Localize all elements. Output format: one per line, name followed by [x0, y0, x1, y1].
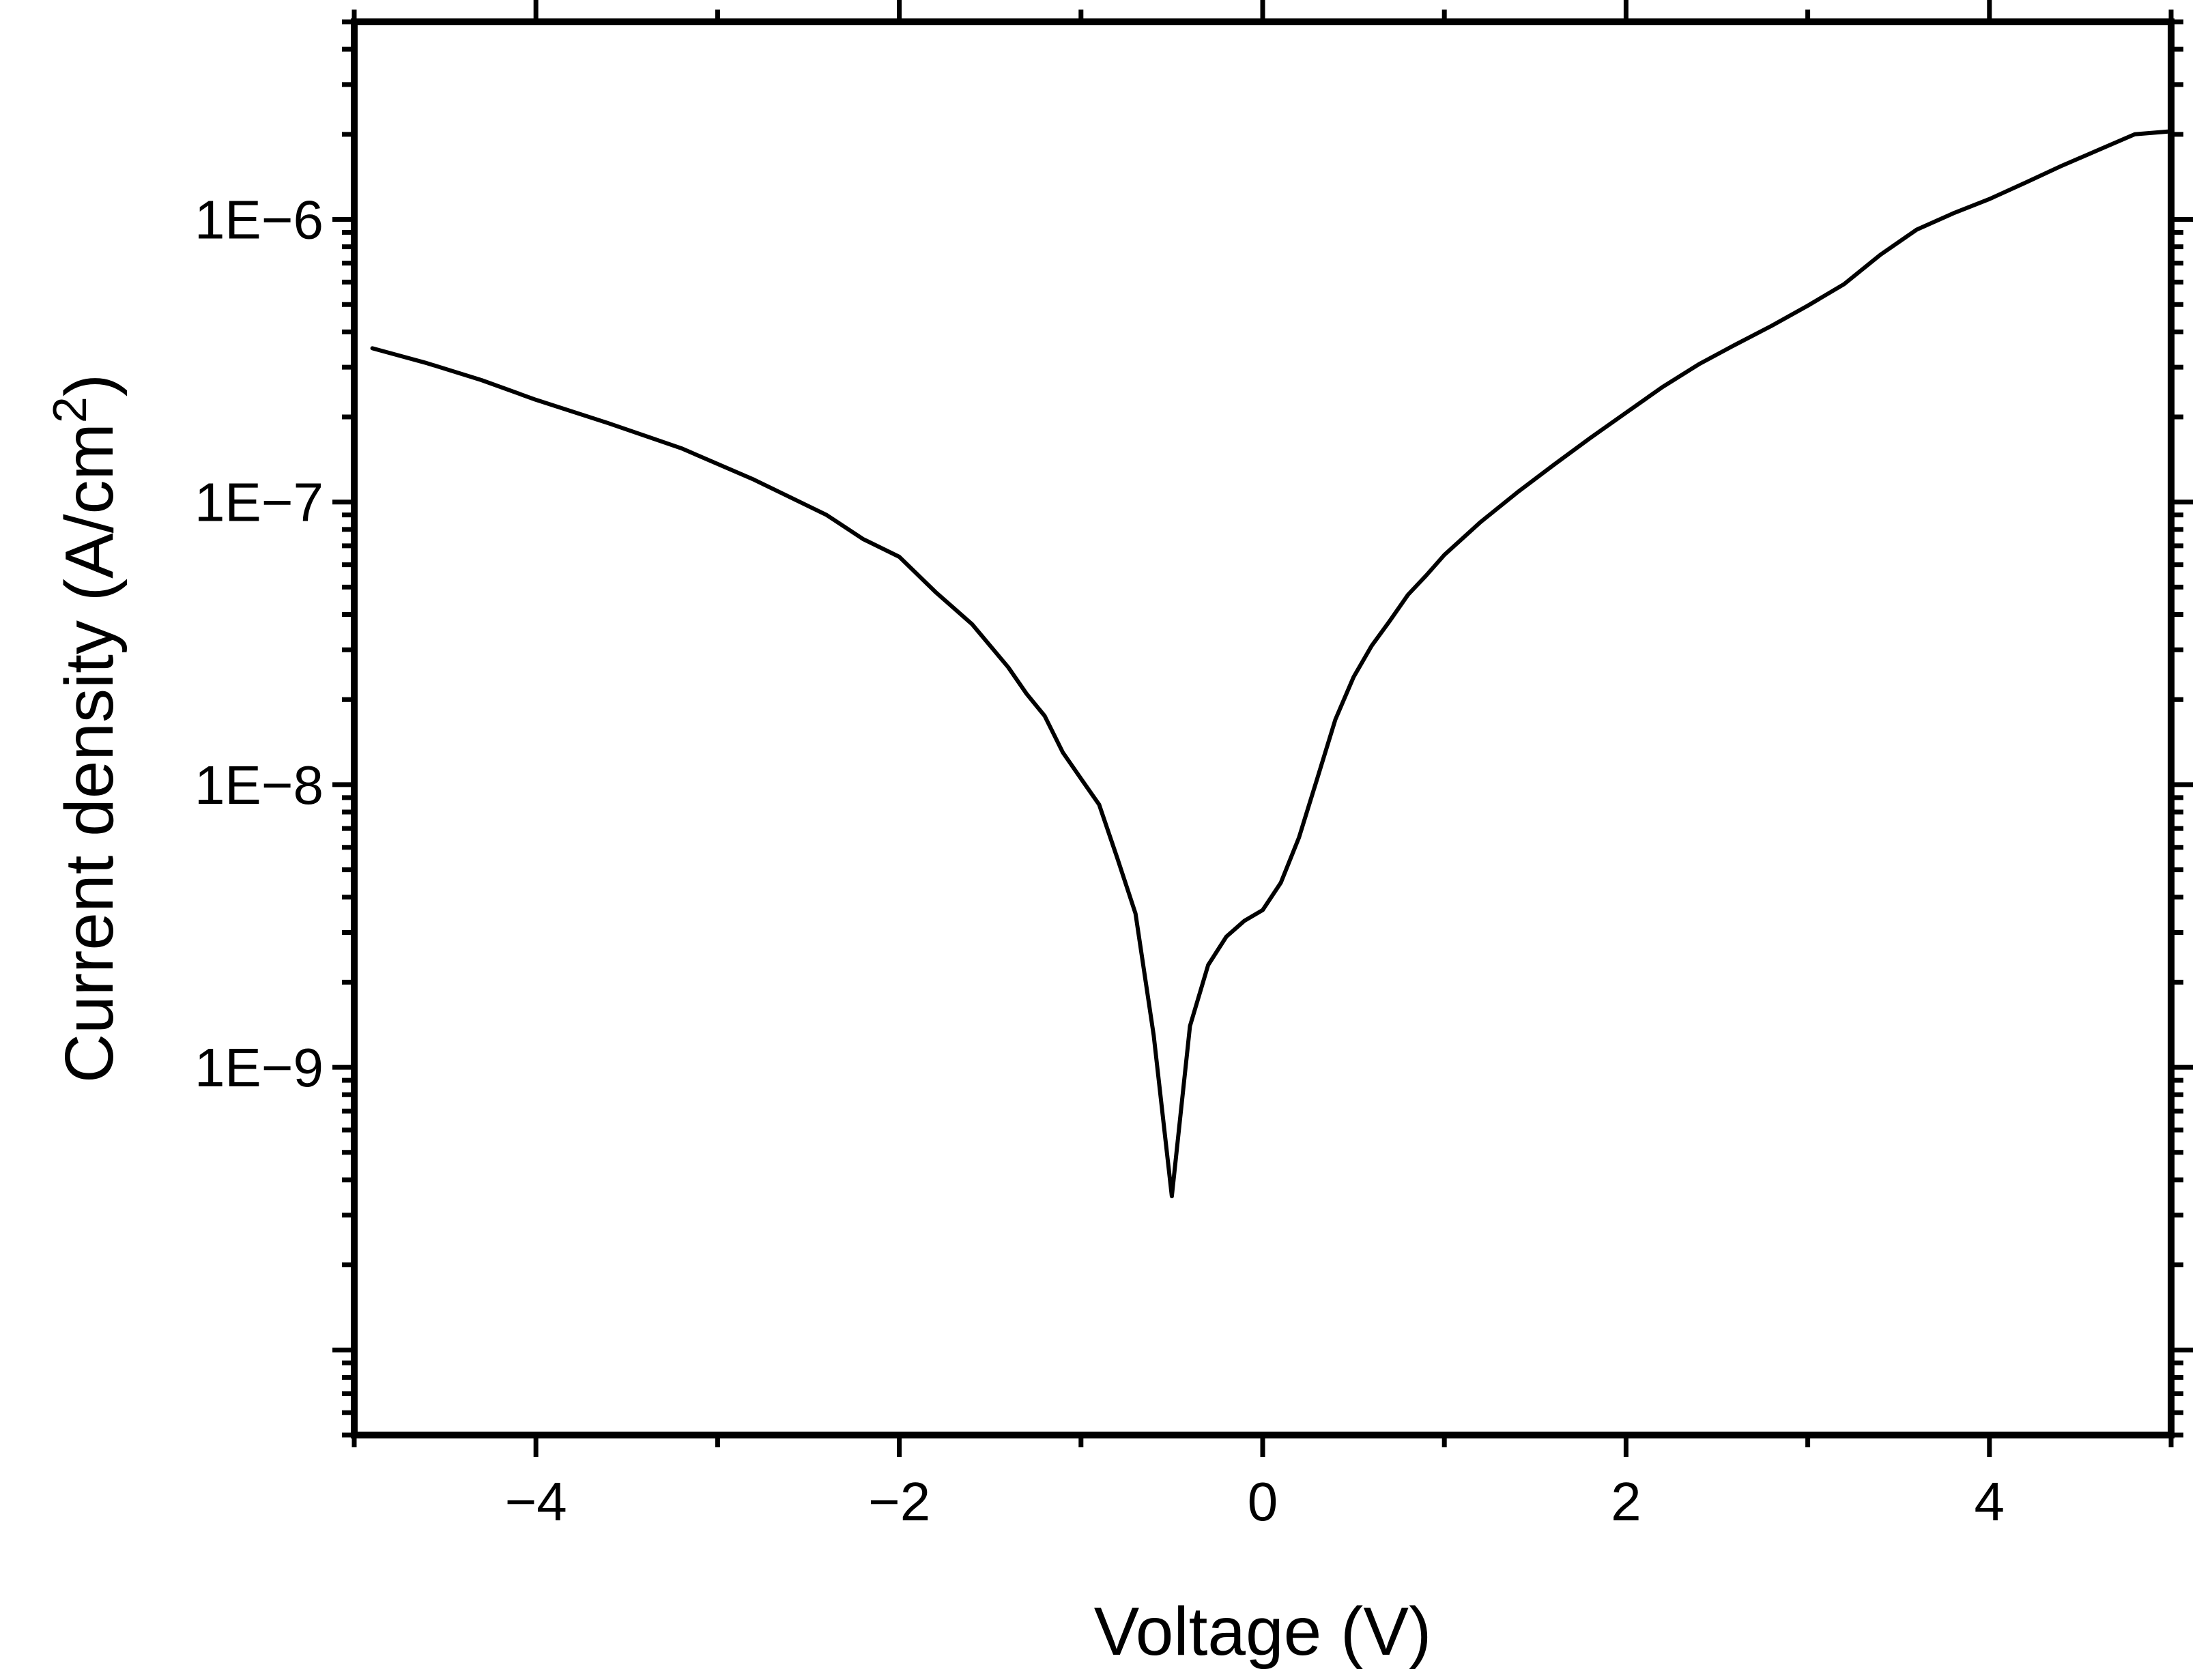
y-axis-label-superscript: 2 — [43, 396, 96, 423]
y-tick-label: 1E−7 — [195, 472, 324, 533]
x-axis-label: Voltage (V) — [1094, 1593, 1432, 1670]
y-axis-label-close: ) — [51, 374, 128, 396]
x-tick-label: 2 — [1611, 1471, 1641, 1532]
plot-frame — [351, 18, 2175, 1438]
y-tick-label: 1E−9 — [195, 1037, 324, 1098]
axis-tick-labels: −4 −2 0 2 4 1E−9 1E−8 1E−7 1E−6 — [195, 190, 2005, 1532]
x-tick-label: −4 — [505, 1471, 567, 1532]
y-tick-label: 1E−8 — [195, 755, 324, 815]
y-axis-label-main: Current density (A/cm — [51, 423, 128, 1083]
y-tick-label: 1E−6 — [195, 190, 324, 250]
x-tick-label: 4 — [1975, 1471, 2005, 1532]
x-tick-label: 0 — [1248, 1471, 1278, 1532]
x-tick-label: −2 — [868, 1471, 930, 1532]
y-axis-label: Current density (A/cm2) — [43, 374, 128, 1083]
current-density-line — [370, 129, 2173, 1198]
